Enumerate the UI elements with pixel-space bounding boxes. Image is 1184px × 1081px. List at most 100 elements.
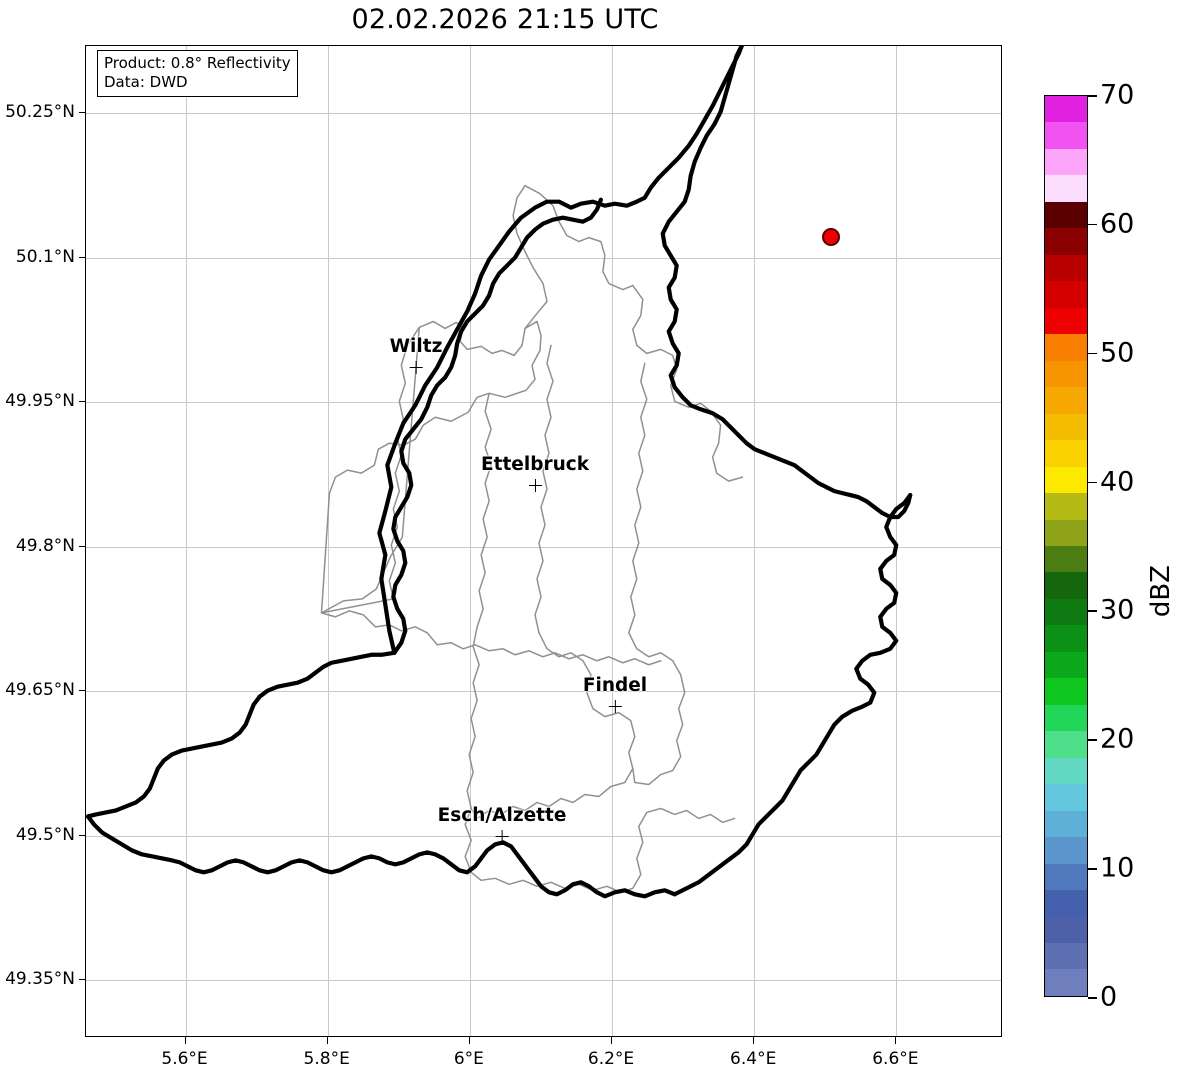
y-axis-tick <box>79 690 86 692</box>
x-axis-tick-label: 6.6°E <box>872 1049 919 1069</box>
colorbar-tick-label: 10 <box>1100 852 1135 884</box>
colorbar-segment <box>1045 863 1087 891</box>
colorbar-segment <box>1045 625 1087 652</box>
x-axis-tick <box>895 1037 897 1044</box>
gridline-vertical <box>896 46 898 1036</box>
colorbar-segment <box>1045 916 1087 943</box>
y-axis-tick <box>79 401 86 403</box>
city-label: Findel <box>582 675 648 696</box>
y-axis-tick <box>79 979 86 981</box>
colorbar-tick-label: 70 <box>1100 79 1135 111</box>
colorbar-title: dBZ <box>1146 565 1176 618</box>
y-axis-tick-label: 50.1°N <box>15 246 75 267</box>
x-axis-tick-label: 6.2°E <box>587 1049 635 1069</box>
colorbar-segment <box>1045 201 1087 229</box>
colorbar-tick <box>1088 610 1097 613</box>
gridline-horizontal <box>86 402 1001 404</box>
colorbar-segment <box>1045 96 1087 123</box>
x-axis-tick <box>468 1037 470 1044</box>
radar-map-plot[interactable]: Wiltz Ettelbruck Findel Esch/Alzette <box>85 45 1002 1037</box>
y-axis-tick-label: 49.95°N <box>5 391 75 412</box>
colorbar-segment <box>1045 810 1087 838</box>
colorbar-tick <box>1088 868 1097 870</box>
colorbar-segment <box>1045 466 1087 494</box>
colorbar-tick-label: 40 <box>1100 466 1135 498</box>
city-marker-findel[interactable]: Findel <box>582 675 648 713</box>
colorbar-segment <box>1045 837 1087 864</box>
x-axis-tick <box>184 1037 186 1044</box>
colorbar-segment <box>1045 254 1087 282</box>
colorbar-segment <box>1045 651 1087 679</box>
radar-echo-point[interactable] <box>822 228 840 246</box>
x-axis-tick <box>611 1037 613 1044</box>
gridline-vertical <box>185 46 187 1036</box>
colorbar-tick-label: 30 <box>1100 594 1135 626</box>
colorbar-segment <box>1045 175 1087 202</box>
colorbar-segment <box>1045 731 1087 758</box>
colorbar-segment <box>1045 228 1087 255</box>
gridline-horizontal <box>86 257 1001 259</box>
city-label: Esch/Alzette <box>437 805 567 826</box>
city-point-icon <box>409 360 423 374</box>
page-title: 02.02.2026 21:15 UTC <box>351 4 659 35</box>
info-data-line: Data: DWD <box>104 73 188 92</box>
colorbar-tick <box>1088 739 1097 741</box>
colorbar-tick <box>1088 352 1097 355</box>
gridline-vertical <box>469 46 471 1036</box>
gridline-horizontal <box>86 546 1001 548</box>
map-geometry <box>86 46 913 899</box>
y-axis-tick-label: 49.65°N <box>5 680 75 701</box>
city-point-icon <box>495 829 509 843</box>
y-axis-tick-label: 49.35°N <box>5 969 75 990</box>
colorbar-tick <box>1088 95 1097 97</box>
y-axis-tick <box>79 545 86 547</box>
city-label: Ettelbruck <box>480 454 590 475</box>
colorbar-segment <box>1045 122 1087 149</box>
city-marker-ettelbruck[interactable]: Ettelbruck <box>480 454 590 492</box>
colorbar-segment <box>1045 943 1087 970</box>
x-axis-tick-label: 6°E <box>453 1049 484 1069</box>
city-label: Wiltz <box>389 336 443 357</box>
gridline-horizontal <box>86 113 1001 115</box>
x-axis-tick-label: 6.4°E <box>730 1049 777 1069</box>
info-product-line: Product: 0.8° Reflectivity <box>104 54 291 72</box>
colorbar[interactable] <box>1044 95 1088 997</box>
colorbar-segment <box>1045 519 1087 546</box>
colorbar-segment <box>1045 281 1087 308</box>
y-axis-tick-label: 49.8°N <box>15 535 75 556</box>
colorbar-segment <box>1045 598 1087 626</box>
y-axis-tick-label: 49.5°N <box>15 824 75 845</box>
colorbar-tick <box>1088 997 1097 999</box>
colorbar-segment <box>1045 360 1087 388</box>
colorbar-segment <box>1045 704 1087 732</box>
x-axis-tick <box>326 1037 328 1044</box>
city-point-icon <box>608 699 622 713</box>
gridline-horizontal <box>86 980 1001 982</box>
colorbar-segment <box>1045 148 1087 176</box>
info-box: Product: 0.8° Reflectivity Data: DWD <box>97 50 298 98</box>
city-marker-wiltz[interactable]: Wiltz <box>389 336 443 374</box>
colorbar-segment <box>1045 493 1087 520</box>
y-axis-tick <box>79 834 86 836</box>
x-axis-tick-label: 5.8°E <box>303 1049 350 1069</box>
gridline-vertical <box>327 46 329 1036</box>
gridline-horizontal <box>86 835 1001 837</box>
colorbar-segment <box>1045 572 1087 599</box>
city-point-icon <box>528 478 542 492</box>
colorbar-segment <box>1045 440 1087 467</box>
colorbar-segment <box>1045 678 1087 705</box>
gridline-vertical <box>754 46 756 1036</box>
colorbar-segment <box>1045 545 1087 573</box>
gridline-vertical <box>612 46 614 1036</box>
city-marker-esch-alzette[interactable]: Esch/Alzette <box>437 805 567 843</box>
y-axis-tick <box>79 256 86 258</box>
y-axis-tick <box>79 112 86 114</box>
colorbar-segment <box>1045 784 1087 811</box>
colorbar-segment <box>1045 413 1087 441</box>
colorbar-segment <box>1045 334 1087 361</box>
gridline-horizontal <box>86 691 1001 693</box>
colorbar-tick-label: 20 <box>1100 723 1135 755</box>
colorbar-segment <box>1045 387 1087 414</box>
colorbar-segment <box>1045 757 1087 785</box>
colorbar-tick-label: 60 <box>1100 208 1135 240</box>
